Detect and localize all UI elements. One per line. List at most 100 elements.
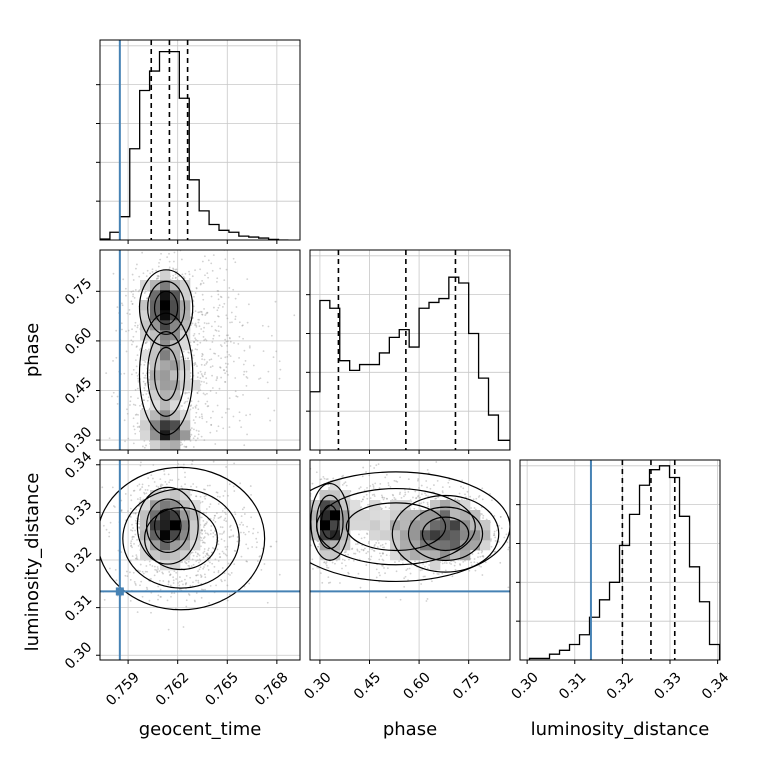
scatter-point <box>136 263 138 266</box>
scatter-point <box>219 366 222 369</box>
scatter-point <box>137 380 140 383</box>
density-cell <box>140 420 151 431</box>
scatter-point <box>202 375 204 378</box>
scatter-point <box>134 389 137 391</box>
scatter-point <box>148 248 150 250</box>
scatter-point <box>211 374 213 377</box>
scatter-point <box>239 482 242 485</box>
scatter-point <box>121 304 124 307</box>
scatter-point <box>301 438 303 440</box>
scatter-point <box>266 381 269 384</box>
scatter-point <box>228 353 231 356</box>
density-cell <box>180 420 191 431</box>
scatter-point <box>196 343 199 346</box>
scatter-point <box>170 172 172 174</box>
scatter-point <box>144 374 147 377</box>
scatter-point <box>192 554 195 557</box>
scatter-point <box>206 311 209 314</box>
scatter-point <box>188 273 191 276</box>
scatter-point <box>136 345 138 348</box>
scatter-point <box>202 330 205 333</box>
scatter-point <box>216 377 219 380</box>
scatter-point <box>175 268 178 271</box>
scatter-point <box>163 473 166 476</box>
y-tick-label: 0.75 <box>62 275 95 308</box>
scatter-point <box>184 272 187 275</box>
scatter-point <box>135 413 138 416</box>
scatter-point <box>225 334 228 337</box>
scatter-point <box>168 266 171 269</box>
scatter-point <box>214 443 217 445</box>
scatter-point <box>127 510 129 512</box>
scatter-point <box>144 290 147 293</box>
scatter-point <box>201 280 204 282</box>
density-cell <box>170 340 181 351</box>
scatter-point <box>201 417 204 420</box>
density-cell <box>160 360 171 371</box>
scatter-point <box>141 407 144 410</box>
scatter-point <box>193 340 195 343</box>
scatter-point <box>184 391 187 394</box>
scatter-point <box>244 359 247 362</box>
histogram-step-geocent_time <box>100 51 289 240</box>
scatter-point <box>137 379 140 382</box>
scatter-point <box>141 445 144 448</box>
scatter-point <box>217 325 220 328</box>
density-cell <box>160 410 171 421</box>
scatter-point <box>202 537 205 540</box>
scatter-point <box>151 268 154 271</box>
scatter-point <box>143 399 145 402</box>
scatter-point <box>217 315 219 318</box>
scatter-point <box>222 306 224 308</box>
scatter-point <box>138 425 141 428</box>
scatter-point <box>188 270 190 273</box>
scatter-point <box>137 413 139 416</box>
scatter-point <box>194 310 197 313</box>
scatter-point <box>224 490 226 492</box>
scatter-point <box>143 492 146 495</box>
scatter-point <box>234 261 237 264</box>
scatter-point <box>200 536 203 539</box>
scatter-point <box>145 377 147 379</box>
scatter-point <box>189 439 192 442</box>
scatter-point <box>184 392 187 395</box>
scatter-point <box>221 416 224 419</box>
scatter-point <box>229 321 231 324</box>
scatter-point <box>246 278 249 281</box>
scatter-point <box>225 340 228 343</box>
scatter-point <box>145 492 148 495</box>
scatter-point <box>136 374 139 377</box>
scatter-point <box>133 296 136 299</box>
scatter-point <box>200 528 203 531</box>
scatter-point <box>207 276 210 279</box>
scatter-point <box>132 442 135 445</box>
scatter-point <box>224 362 227 365</box>
scatter-point <box>139 570 141 573</box>
scatter-point <box>126 408 128 411</box>
density-cell <box>170 400 181 411</box>
scatter-point <box>193 362 195 365</box>
scatter-point <box>197 408 200 411</box>
scatter-point <box>172 267 174 270</box>
scatter-point <box>201 358 203 361</box>
scatter-point <box>192 458 194 460</box>
scatter-point <box>164 480 167 483</box>
scatter-point <box>177 478 180 481</box>
scatter-point <box>151 451 153 453</box>
scatter-point <box>141 408 144 411</box>
scatter-point <box>274 300 277 303</box>
scatter-point <box>132 368 135 371</box>
scatter-point <box>206 361 209 363</box>
scatter-point <box>247 303 250 306</box>
scatter-point <box>142 380 145 383</box>
scatter-point <box>182 275 185 278</box>
scatter-point <box>134 321 137 324</box>
scatter-point <box>214 320 216 323</box>
y-tick-label: 0.30 <box>62 424 95 457</box>
scatter-point <box>148 369 151 372</box>
scatter-point <box>194 361 197 364</box>
scatter-point <box>221 580 223 583</box>
scatter-point <box>165 483 168 486</box>
scatter-point <box>194 551 197 554</box>
density-cell <box>180 430 191 441</box>
